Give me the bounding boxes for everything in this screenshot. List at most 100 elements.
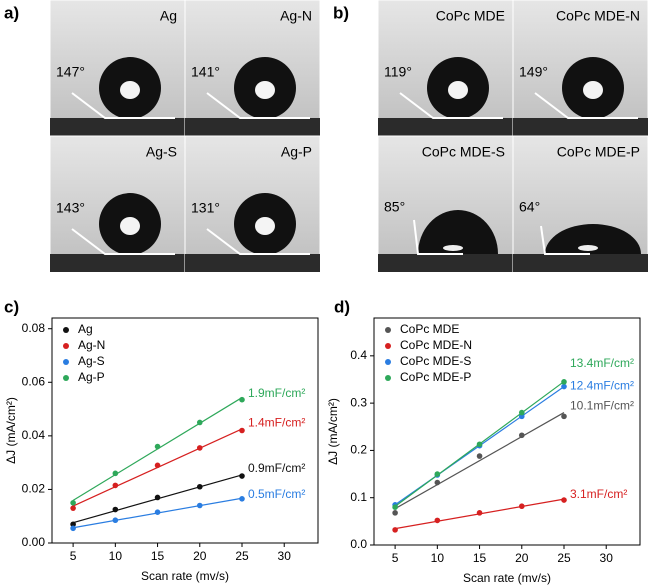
contact-angle: 119° [384, 64, 412, 80]
slope-annotation: 10.1mF/cm² [570, 399, 634, 413]
legend-marker [385, 375, 391, 381]
legend-label: Ag-S [78, 354, 105, 368]
contact-angle: 149° [519, 64, 548, 80]
data-point [70, 521, 76, 528]
x-tick-label: 25 [235, 549, 249, 563]
y-tick-label: 0.4 [350, 348, 367, 362]
data-point [112, 470, 119, 477]
angle-line [399, 92, 503, 119]
image-name: CoPc MDE-P [557, 144, 640, 160]
y-tick-label: 0.06 [22, 374, 46, 388]
data-point [196, 502, 203, 509]
plot-frame [51, 317, 319, 544]
legend-label: CoPc MDE-P [400, 370, 471, 384]
droplet-highlight [120, 81, 140, 99]
data-point [392, 504, 398, 510]
slope-annotation: 1.4mF/cm² [248, 416, 305, 430]
angle-line [71, 92, 175, 119]
substrate [513, 254, 648, 272]
panel-label: c) [4, 297, 19, 316]
x-tick-label: 30 [278, 549, 292, 563]
slope-annotation: 3.1mF/cm² [570, 487, 627, 501]
angle-line [534, 92, 638, 119]
y-tick-label: 0.02 [22, 482, 46, 496]
data-point [154, 462, 161, 469]
data-point [239, 496, 245, 502]
contact-angle: 143° [56, 200, 85, 216]
angle-line [413, 219, 463, 255]
panel-label: b) [333, 3, 349, 22]
angle-line [206, 92, 310, 119]
droplet [545, 224, 641, 254]
image-name: Ag-P [281, 144, 312, 160]
data-point [518, 503, 525, 510]
slope-annotation: 0.5mF/cm² [248, 487, 305, 501]
substrate [185, 118, 320, 136]
y-tick-label: 0.08 [22, 321, 46, 335]
substrate [378, 254, 513, 272]
data-point [70, 525, 76, 532]
y-tick-label: 0.1 [350, 490, 367, 504]
image-name: Ag [160, 8, 177, 24]
image-name: CoPc MDE [436, 8, 505, 24]
legend-marker [63, 375, 69, 381]
contact-angle: 64° [519, 199, 540, 215]
substrate [513, 118, 648, 136]
data-point [196, 419, 203, 426]
data-point [196, 483, 203, 490]
image-name: Ag-S [146, 144, 177, 160]
slope-annotation: 1.9mF/cm² [248, 386, 305, 400]
contact-angle: 147° [56, 64, 85, 80]
plot-frame [373, 317, 641, 546]
angle-line [540, 225, 590, 255]
data-point [70, 500, 76, 506]
contact-angle: 141° [191, 64, 220, 80]
legend-marker [385, 327, 391, 333]
data-point [239, 427, 245, 434]
legend-marker [63, 359, 69, 365]
slope-annotation: 13.4mF/cm² [570, 356, 634, 370]
data-point [392, 510, 398, 516]
x-tick-label: 30 [600, 551, 614, 565]
legend-label: CoPc MDE [400, 322, 459, 336]
droplet-highlight [255, 81, 275, 99]
data-point [518, 409, 525, 416]
data-point [112, 482, 119, 489]
data-point [476, 453, 483, 459]
slope-annotation: 12.4mF/cm² [570, 379, 634, 393]
y-tick-label: 0.3 [350, 395, 367, 409]
x-tick-label: 15 [473, 551, 487, 565]
data-point [476, 441, 483, 448]
droplet-highlight [583, 81, 603, 99]
legend-label: Ag-P [78, 370, 105, 384]
legend-label: Ag [78, 322, 93, 336]
data-point [561, 497, 567, 503]
data-point [434, 471, 441, 477]
contact-angle: 85° [384, 199, 405, 215]
substrate [50, 118, 185, 136]
data-point [70, 505, 76, 511]
y-axis-label: ΔJ (mA/cm²) [4, 397, 18, 464]
x-tick-label: 5 [70, 549, 77, 563]
y-tick-label: 0.00 [22, 535, 46, 549]
x-axis-label: Scan rate (mv/s) [463, 571, 551, 585]
substrate [50, 254, 185, 272]
data-point [392, 527, 398, 533]
contact-angle: 131° [191, 200, 220, 216]
data-point [112, 506, 119, 513]
y-tick-label: 0.0 [350, 537, 367, 551]
x-tick-label: 20 [515, 551, 529, 565]
image-name: CoPc MDE-N [556, 8, 640, 24]
x-tick-label: 25 [557, 551, 571, 565]
angle-line [71, 228, 175, 255]
droplet-highlight [255, 217, 275, 235]
x-tick-label: 10 [109, 549, 123, 563]
y-axis-label: ΔJ (mA/cm²) [326, 398, 340, 465]
data-point [196, 445, 203, 451]
data-point [154, 494, 161, 501]
fit-line [394, 412, 565, 510]
x-tick-label: 10 [431, 551, 445, 565]
legend-marker [385, 343, 391, 349]
data-point [434, 517, 441, 524]
